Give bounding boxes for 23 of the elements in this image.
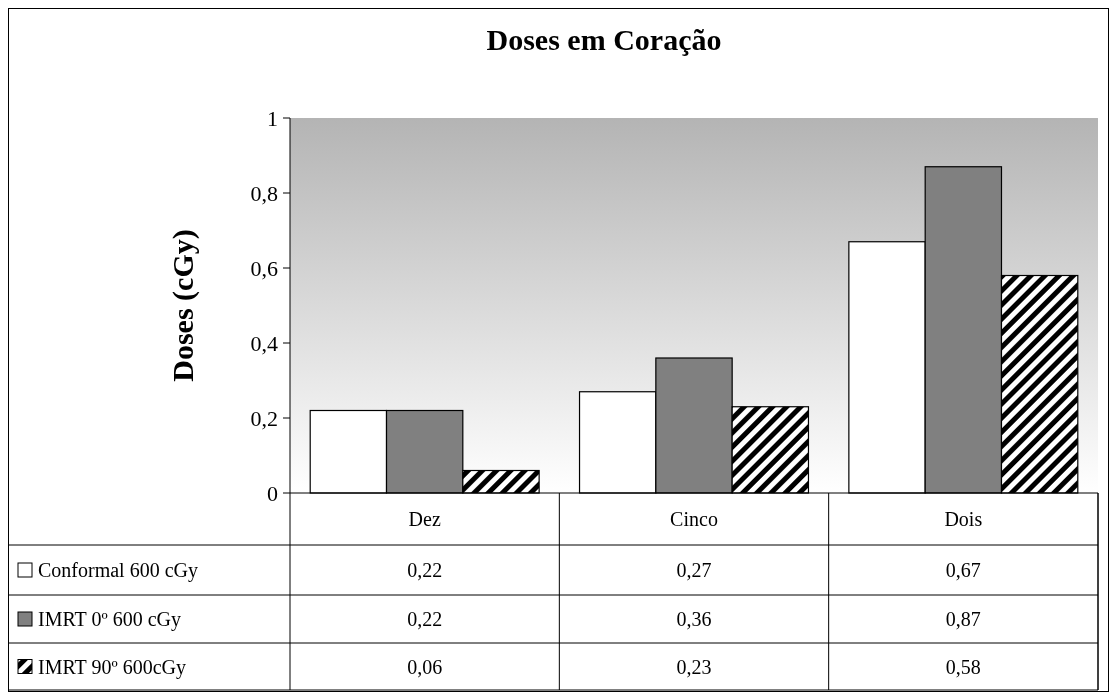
y-tick-label: 0,4 — [250, 330, 278, 356]
y-tick-label: 0,6 — [250, 255, 278, 281]
data-label: 0,23 — [676, 655, 712, 678]
legend-label: IMRT 90º 600cGy — [38, 655, 186, 679]
data-label: 0,36 — [676, 608, 712, 630]
x-tick-label: Dez — [408, 508, 441, 530]
x-tick-label: Cinco — [670, 508, 718, 530]
legend-label: IMRT 0º 600 cGy — [38, 608, 181, 631]
data-label: 0,67 — [945, 559, 981, 581]
data-label: 0,58 — [945, 655, 981, 678]
x-tick-label: Dois — [944, 508, 983, 530]
y-tick-label: 0,2 — [250, 405, 278, 431]
data-label: 0,06 — [407, 655, 443, 678]
y-tick-label: 1 — [267, 105, 278, 131]
chart-title: Doses em Coração — [486, 23, 722, 56]
data-label: 0,27 — [676, 559, 712, 581]
data-label: 0,22 — [407, 559, 443, 581]
y-tick-label: 0 — [267, 480, 278, 506]
y-axis-title: Doses (cGy) — [166, 229, 200, 382]
y-tick-label: 0,8 — [250, 180, 278, 206]
data-label: 0,87 — [945, 608, 981, 630]
legend-label: Conformal 600 cGy — [38, 559, 198, 582]
data-label: 0,22 — [407, 608, 443, 630]
